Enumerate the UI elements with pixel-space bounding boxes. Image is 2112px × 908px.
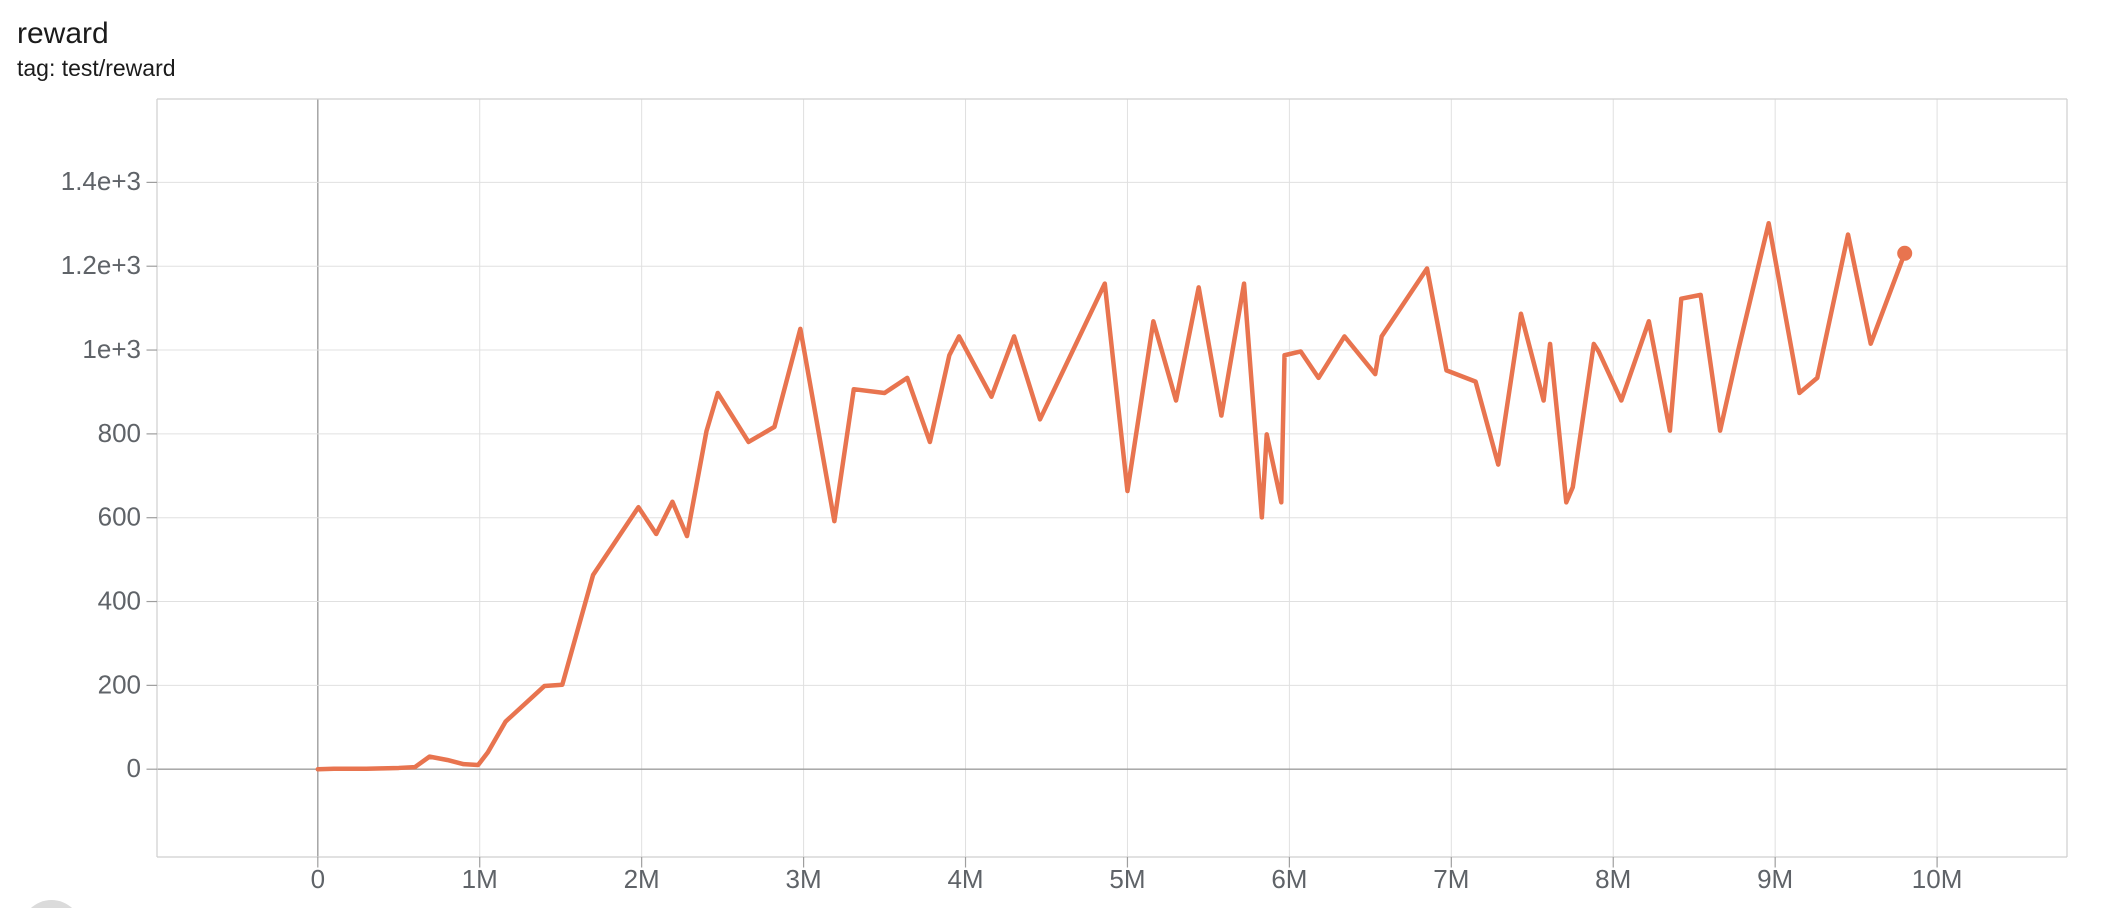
svg-text:1M: 1M bbox=[462, 864, 498, 894]
svg-text:1e+3: 1e+3 bbox=[82, 334, 141, 364]
svg-text:2M: 2M bbox=[624, 864, 660, 894]
svg-text:0: 0 bbox=[127, 753, 141, 783]
svg-text:400: 400 bbox=[98, 586, 141, 616]
svg-text:9M: 9M bbox=[1757, 864, 1793, 894]
svg-text:800: 800 bbox=[98, 418, 141, 448]
svg-text:8M: 8M bbox=[1595, 864, 1631, 894]
svg-text:4M: 4M bbox=[947, 864, 983, 894]
svg-text:7M: 7M bbox=[1433, 864, 1469, 894]
svg-text:5M: 5M bbox=[1109, 864, 1145, 894]
svg-text:600: 600 bbox=[98, 502, 141, 532]
svg-text:6M: 6M bbox=[1271, 864, 1307, 894]
svg-text:10M: 10M bbox=[1912, 864, 1963, 894]
svg-text:3M: 3M bbox=[786, 864, 822, 894]
svg-text:1.4e+3: 1.4e+3 bbox=[61, 166, 141, 196]
svg-text:1.2e+3: 1.2e+3 bbox=[61, 250, 141, 280]
svg-text:200: 200 bbox=[98, 670, 141, 700]
svg-text:0: 0 bbox=[311, 864, 325, 894]
